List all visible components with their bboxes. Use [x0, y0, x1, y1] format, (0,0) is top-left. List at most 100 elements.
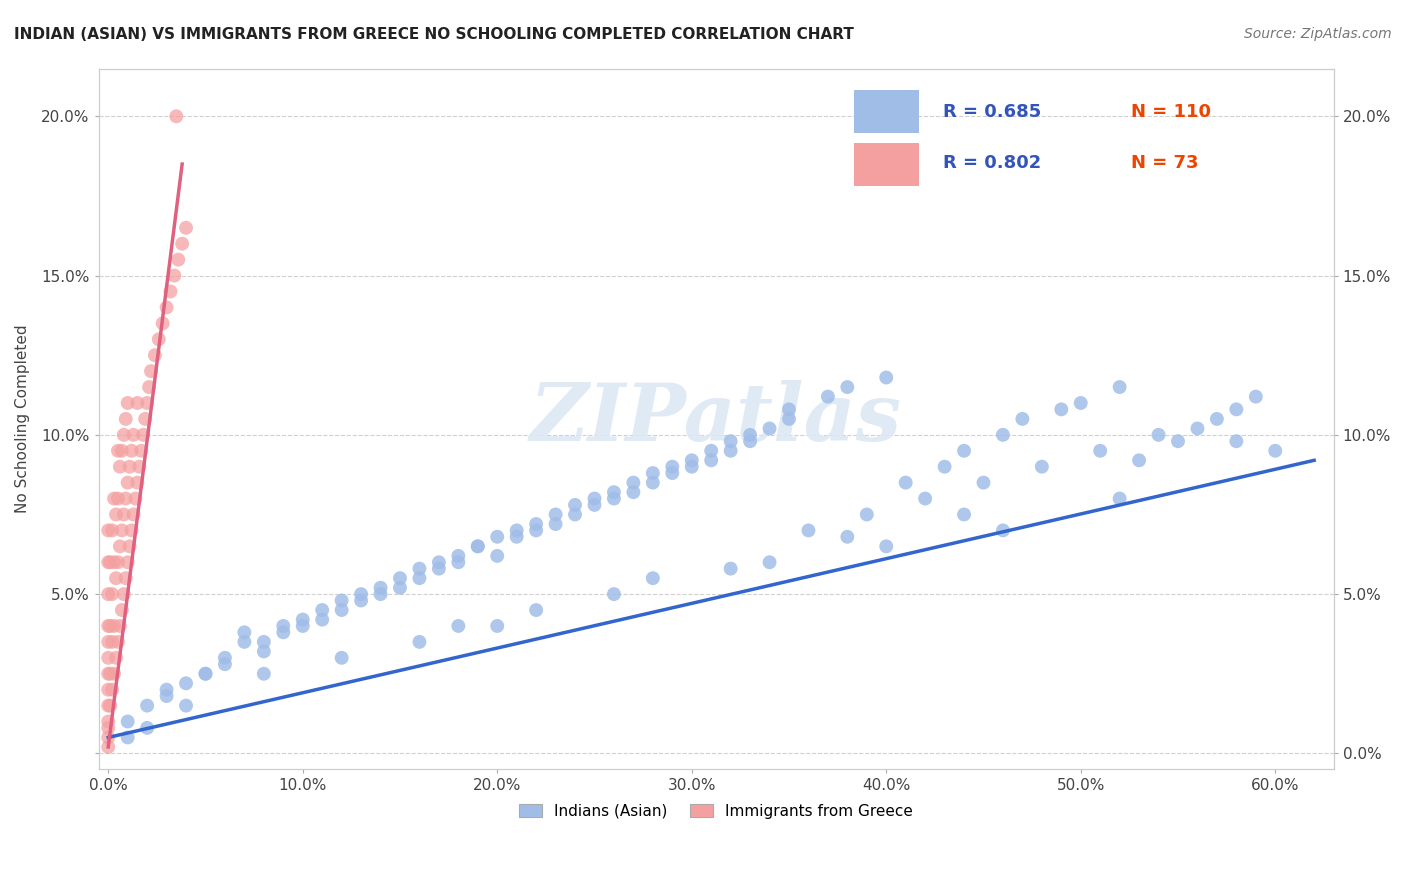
- Point: [388, 581, 411, 595]
- Point: [155, 689, 177, 703]
- Point: [953, 443, 976, 458]
- Point: [114, 571, 136, 585]
- Point: [1187, 421, 1209, 435]
- Point: [875, 539, 897, 553]
- Point: [159, 285, 181, 299]
- Point: [97, 714, 120, 729]
- Point: [174, 698, 197, 713]
- Point: [1050, 402, 1073, 417]
- Point: [524, 603, 547, 617]
- Point: [155, 301, 177, 315]
- Point: [505, 524, 527, 538]
- Point: [97, 650, 120, 665]
- Point: [797, 524, 820, 538]
- Point: [136, 721, 159, 735]
- Point: [953, 508, 976, 522]
- Point: [330, 650, 353, 665]
- Point: [97, 721, 120, 735]
- Point: [350, 587, 373, 601]
- Point: [103, 666, 125, 681]
- Point: [253, 644, 276, 658]
- Text: Source: ZipAtlas.com: Source: ZipAtlas.com: [1244, 27, 1392, 41]
- Point: [111, 524, 134, 538]
- Point: [108, 539, 131, 553]
- Point: [143, 348, 166, 362]
- Point: [1108, 380, 1130, 394]
- Point: [117, 714, 139, 729]
- Point: [291, 613, 314, 627]
- Point: [107, 443, 129, 458]
- Point: [101, 587, 124, 601]
- Point: [875, 370, 897, 384]
- Point: [524, 516, 547, 531]
- Point: [427, 555, 450, 569]
- Point: [291, 619, 314, 633]
- Point: [103, 491, 125, 506]
- Point: [408, 635, 430, 649]
- Point: [486, 549, 509, 563]
- Point: [1167, 434, 1189, 449]
- Point: [107, 491, 129, 506]
- Point: [544, 508, 567, 522]
- Point: [330, 603, 353, 617]
- Point: [122, 508, 145, 522]
- Point: [127, 475, 149, 490]
- Point: [778, 402, 800, 417]
- Point: [1264, 443, 1286, 458]
- Point: [738, 434, 761, 449]
- Point: [97, 666, 120, 681]
- Point: [174, 676, 197, 690]
- Point: [1090, 443, 1112, 458]
- Point: [121, 524, 143, 538]
- Point: [991, 427, 1014, 442]
- Legend: Indians (Asian), Immigrants from Greece: Indians (Asian), Immigrants from Greece: [513, 797, 920, 825]
- Point: [700, 443, 723, 458]
- Point: [370, 587, 392, 601]
- Point: [253, 666, 276, 681]
- Point: [233, 635, 256, 649]
- Point: [583, 491, 606, 506]
- Point: [700, 453, 723, 467]
- Point: [155, 682, 177, 697]
- Point: [408, 561, 430, 575]
- Point: [112, 508, 135, 522]
- Point: [934, 459, 956, 474]
- Point: [97, 635, 120, 649]
- Point: [388, 571, 411, 585]
- Point: [131, 443, 153, 458]
- Point: [311, 613, 333, 627]
- Point: [621, 485, 644, 500]
- Point: [583, 498, 606, 512]
- Point: [1108, 491, 1130, 506]
- Point: [855, 508, 877, 522]
- Point: [621, 475, 644, 490]
- Point: [758, 421, 780, 435]
- Point: [1128, 453, 1150, 467]
- Point: [117, 396, 139, 410]
- Point: [603, 485, 626, 500]
- Point: [97, 739, 120, 754]
- Point: [311, 603, 333, 617]
- Point: [114, 491, 136, 506]
- Point: [101, 635, 124, 649]
- Point: [681, 453, 703, 467]
- Point: [97, 619, 120, 633]
- Point: [253, 635, 276, 649]
- Point: [738, 427, 761, 442]
- Point: [194, 666, 217, 681]
- Point: [330, 593, 353, 607]
- Point: [758, 555, 780, 569]
- Point: [524, 524, 547, 538]
- Point: [194, 666, 217, 681]
- Point: [564, 508, 586, 522]
- Point: [972, 475, 994, 490]
- Point: [720, 561, 742, 575]
- Point: [894, 475, 917, 490]
- Point: [97, 682, 120, 697]
- Point: [105, 508, 128, 522]
- Point: [121, 443, 143, 458]
- Point: [427, 561, 450, 575]
- Point: [486, 530, 509, 544]
- Point: [447, 555, 470, 569]
- Point: [1225, 434, 1247, 449]
